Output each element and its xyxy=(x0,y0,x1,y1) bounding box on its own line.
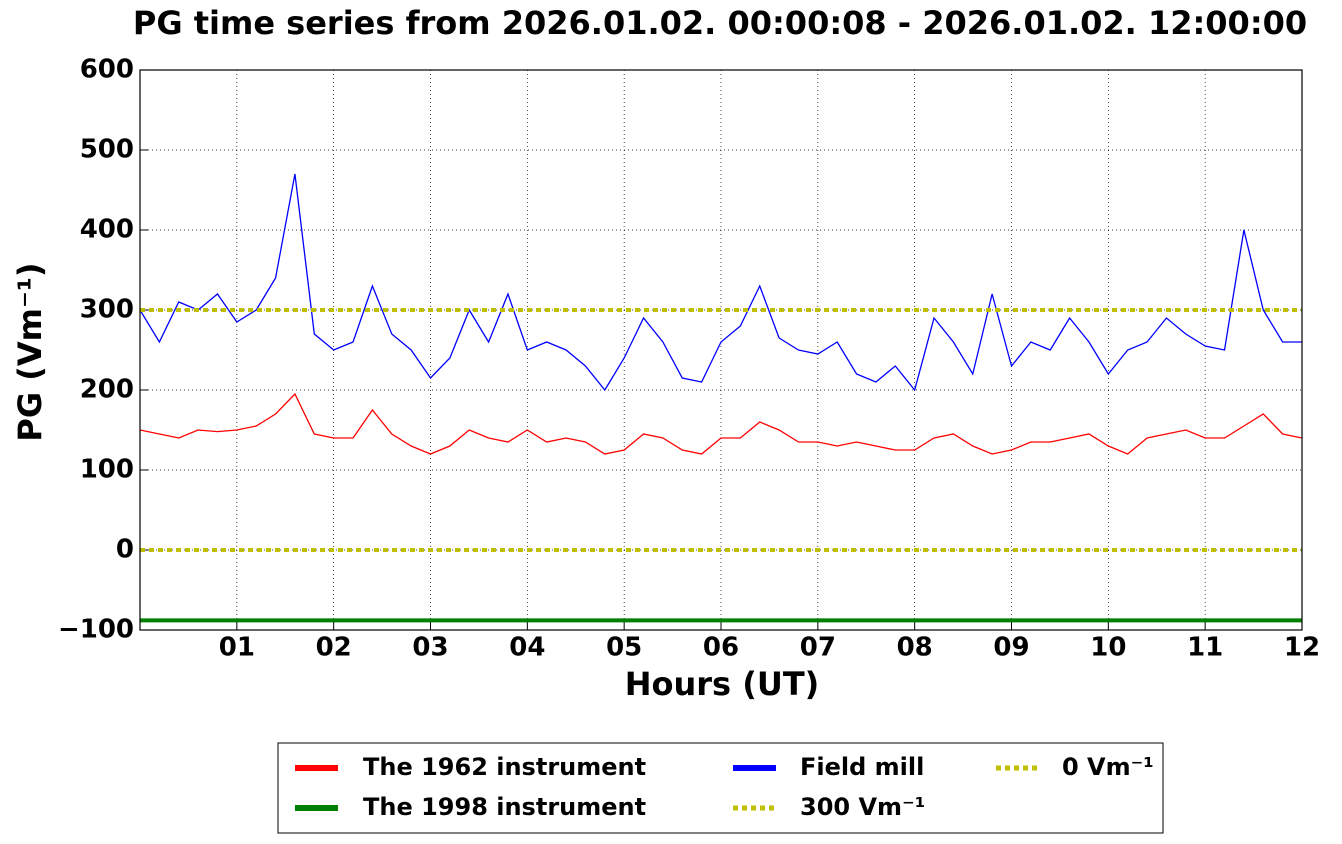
y-tick-label: 600 xyxy=(80,55,134,85)
x-tick-label: 02 xyxy=(316,633,352,663)
x-tick-label: 07 xyxy=(800,633,836,663)
legend-label: 0 Vm⁻¹ xyxy=(1062,753,1154,781)
y-tick-label: 400 xyxy=(80,215,134,245)
plot-frame xyxy=(139,69,1303,631)
legend-label: The 1998 instrument xyxy=(363,793,646,821)
series-line xyxy=(140,173,1302,392)
legend-box xyxy=(277,742,1164,834)
y-tick-label: 100 xyxy=(80,455,134,485)
x-tick-label: 04 xyxy=(509,633,545,663)
x-axis-label: Hours (UT) xyxy=(625,665,820,703)
y-tick-label: 500 xyxy=(80,135,134,165)
x-tick-label: 05 xyxy=(606,633,642,663)
legend-label: 300 Vm⁻¹ xyxy=(800,793,925,821)
x-tick-label: 06 xyxy=(703,633,739,663)
y-axis-label: PG (Vm⁻¹) xyxy=(11,262,49,441)
x-tick-label: 12 xyxy=(1284,633,1320,663)
x-tick-label: 01 xyxy=(219,633,255,663)
x-tick-label: 08 xyxy=(897,633,933,663)
x-tick-label: 03 xyxy=(412,633,448,663)
y-tick-label: 300 xyxy=(80,295,134,325)
legend-label: Field mill xyxy=(800,753,924,781)
y-tick-label: 200 xyxy=(80,375,134,405)
x-tick-label: 10 xyxy=(1090,633,1126,663)
y-tick-label: −100 xyxy=(58,615,134,645)
series-line xyxy=(140,392,1302,455)
y-tick-label: 0 xyxy=(116,535,134,565)
x-tick-label: 11 xyxy=(1187,633,1223,663)
legend-label: The 1962 instrument xyxy=(363,753,646,781)
chart-title: PG time series from 2026.01.02. 00:00:08… xyxy=(133,4,1307,42)
x-tick-label: 09 xyxy=(993,633,1029,663)
